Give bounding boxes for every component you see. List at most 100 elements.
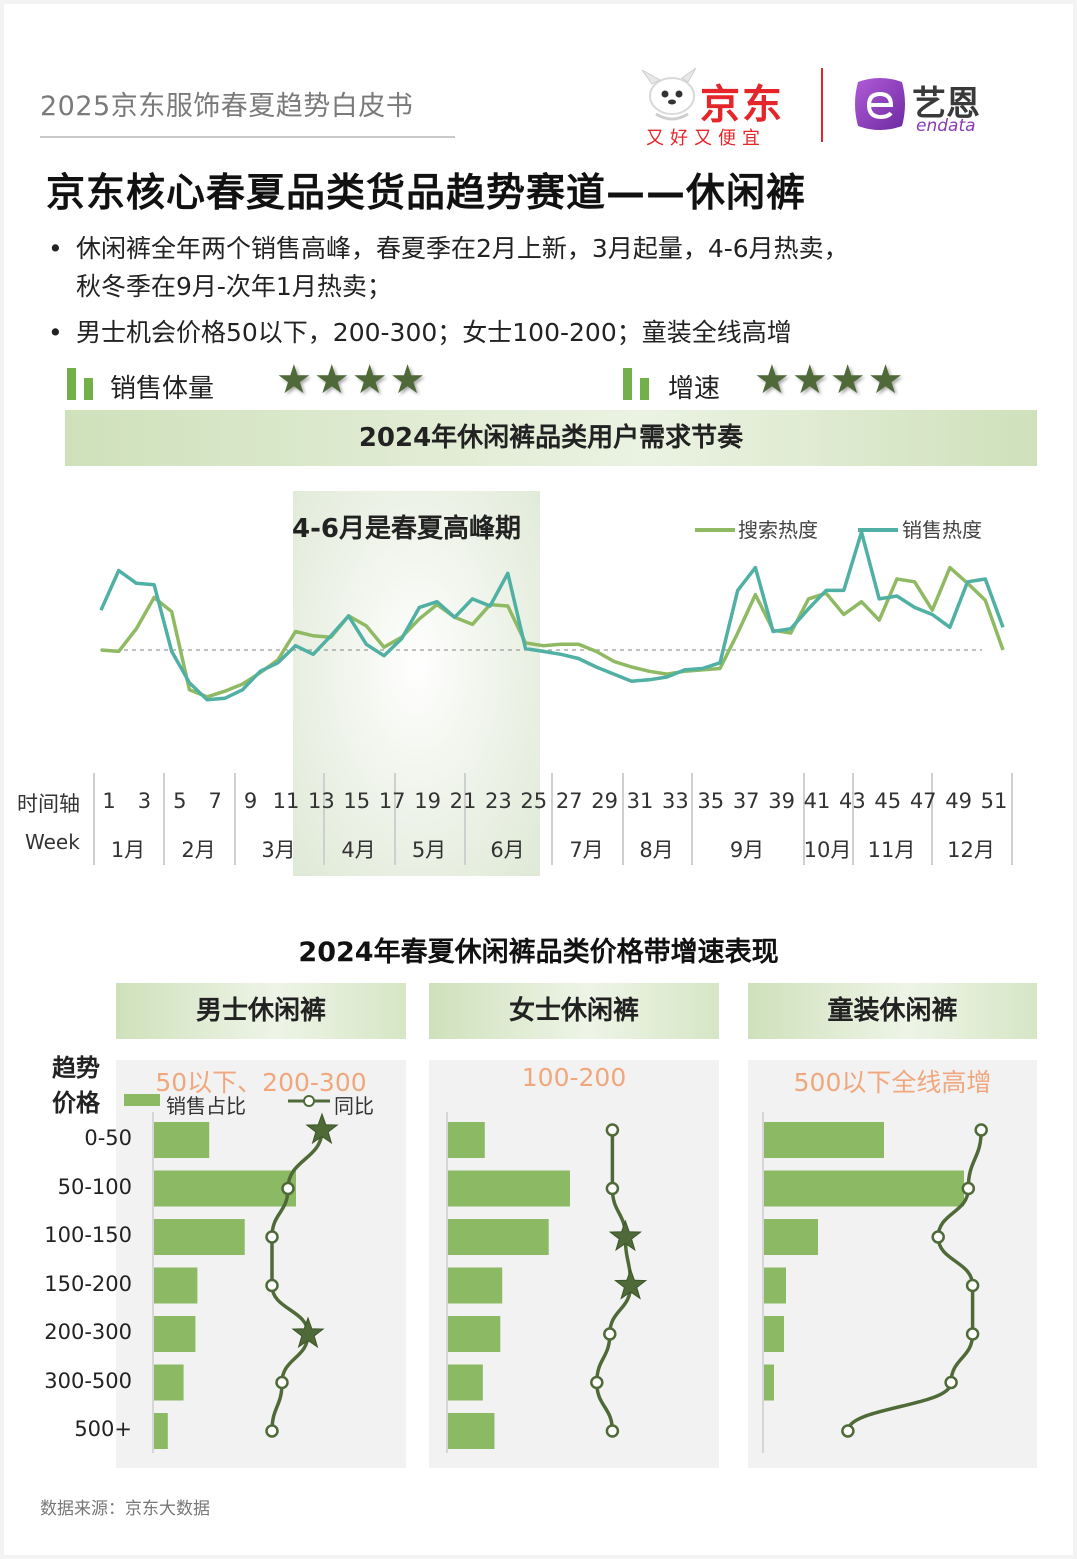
month-label: 6月 [490,838,525,862]
chart1-banner-title: 2024年休闲裤品类用户需求节奏 [358,423,744,453]
week-tick: 1 [102,789,116,813]
week-tick: 33 [662,789,689,813]
chart2-title: 2024年春夏休闲裤品类价格带增速表现 [298,937,779,968]
week-tick: 25 [520,789,548,813]
header-divider [40,136,455,138]
data-source: 数据来源：京东大数据 [40,1499,210,1519]
week-tick: 45 [874,789,902,813]
yoy-point [605,1181,620,1196]
endata-logo-text: 艺恩 [912,84,980,124]
yoy-point [944,1375,958,1390]
week-tick: 43 [839,789,866,813]
rating-stars-volume: ★★★★ [276,357,428,403]
row-header-trend: 趋势 [52,1054,100,1082]
share-bar [764,1267,786,1304]
endata-logo-subtext: endata [916,116,976,136]
share-bar [154,1170,296,1207]
axis-divider [163,773,165,865]
week-tick: 37 [732,789,760,813]
panel-kids-title: 童装休闲裤 [748,983,1037,1039]
share-bar [448,1267,503,1304]
rating-bar-icon [623,368,632,400]
price-band-label: 100-150 [44,1223,132,1247]
price-band-label: 300-500 [44,1368,132,1393]
bullet-2-text: 男士机会价格50以下，200-300；女士100-200；童装全线高增 [76,318,792,347]
yoy-point [974,1123,988,1137]
month-label: 5月 [411,838,447,862]
panel-women-title: 女士休闲裤 [429,983,719,1039]
week-tick: 9 [243,789,258,813]
endata-logo-icon [855,78,905,130]
demand-line-chart: 搜索热度 销售热度 [99,518,1005,702]
share-bar [154,1122,210,1158]
series-search-line [100,565,1005,699]
report-title: 2025京东服饰春夏趋势白皮书 [40,91,414,122]
week-tick: 47 [909,789,937,813]
yoy-point [265,1424,279,1438]
price-band-charts [152,1112,988,1453]
series-sales-line [99,530,1005,702]
month-label: 9月 [729,838,765,862]
share-bar [448,1170,570,1207]
yoy-point [961,1181,976,1196]
yoy-point [931,1230,945,1244]
week-tick: 13 [308,789,335,813]
share-bar [154,1267,198,1304]
week-tick: 5 [173,789,187,813]
axis-divider [691,773,693,865]
axis-label-week: Week [25,830,80,854]
yoy-point [590,1375,604,1390]
axis-divider [852,773,854,865]
share-bar [764,1219,818,1255]
share-bar [448,1219,549,1255]
highlight-star-icon [305,1112,339,1145]
yoy-point [605,1123,620,1137]
rating-label-volume: 销售体量 [110,374,215,404]
week-tick: 35 [697,789,725,813]
panel-kids-note: 500以下全线高增 [793,1068,992,1097]
panel-women-note: 100-200 [521,1063,627,1092]
axis-divider [234,773,236,865]
week-tick: 23 [485,789,512,813]
yoy-point [965,1278,980,1293]
jd-mascot-icon [641,67,697,121]
week-tick: 17 [378,789,406,813]
yoy-point [281,1181,295,1196]
week-tick: 19 [414,789,441,813]
share-bar [154,1364,184,1401]
yoy-point [965,1327,980,1341]
bullet-1-text: 休闲裤全年两个销售高峰，春夏季在2月上新，3月起量，4-6月热卖， [76,234,849,263]
legend-sales-label: 销售热度 [902,518,982,542]
bullet-2: • 男士机会价格50以下，200-300；女士100-200；童装全线高增 [48,318,792,347]
share-bar [448,1413,495,1449]
week-tick: 21 [449,789,477,813]
week-tick: 7 [208,789,222,813]
month-label: 8月 [639,838,674,862]
week-tick: 31 [626,789,654,813]
chart1-banner: 2024年休闲裤品类用户需求节奏 [65,410,1037,466]
month-label: 2月 [181,838,216,862]
main-title: 京东核心春夏品类货品趋势赛道——休闲裤 [46,171,807,216]
rating-bar-icon [640,378,649,400]
price-band-label: 0-50 [84,1126,132,1150]
week-tick: 27 [555,789,583,813]
jd-slogan: 又好又便宜 [646,128,766,149]
yoy-point [275,1375,289,1390]
share-bar [764,1170,964,1207]
price-band-label: 50-100 [57,1174,132,1199]
week-tick: 49 [945,789,972,813]
rating-label-growth: 增速 [668,374,721,404]
jd-logo-text: 京东 [700,82,784,128]
price-band-label: 150-200 [44,1271,132,1296]
axis-divider [931,773,933,865]
legend-line-swatch [288,1095,330,1107]
week-tick: 39 [768,789,795,813]
share-bar [448,1122,485,1158]
legend-bar-swatch [124,1094,160,1106]
chart1-annotation: 4-6月是春夏高峰期 [292,514,521,544]
axis-divider [464,773,466,865]
week-axis: 1 3 5 7 9 11 13 15 17 19 21 23 25 27 29 31 33 35 37 39 41 43 4… [93,773,1013,865]
share-bar [764,1316,784,1352]
month-label: 3月 [261,838,296,862]
yoy-point [603,1327,617,1341]
